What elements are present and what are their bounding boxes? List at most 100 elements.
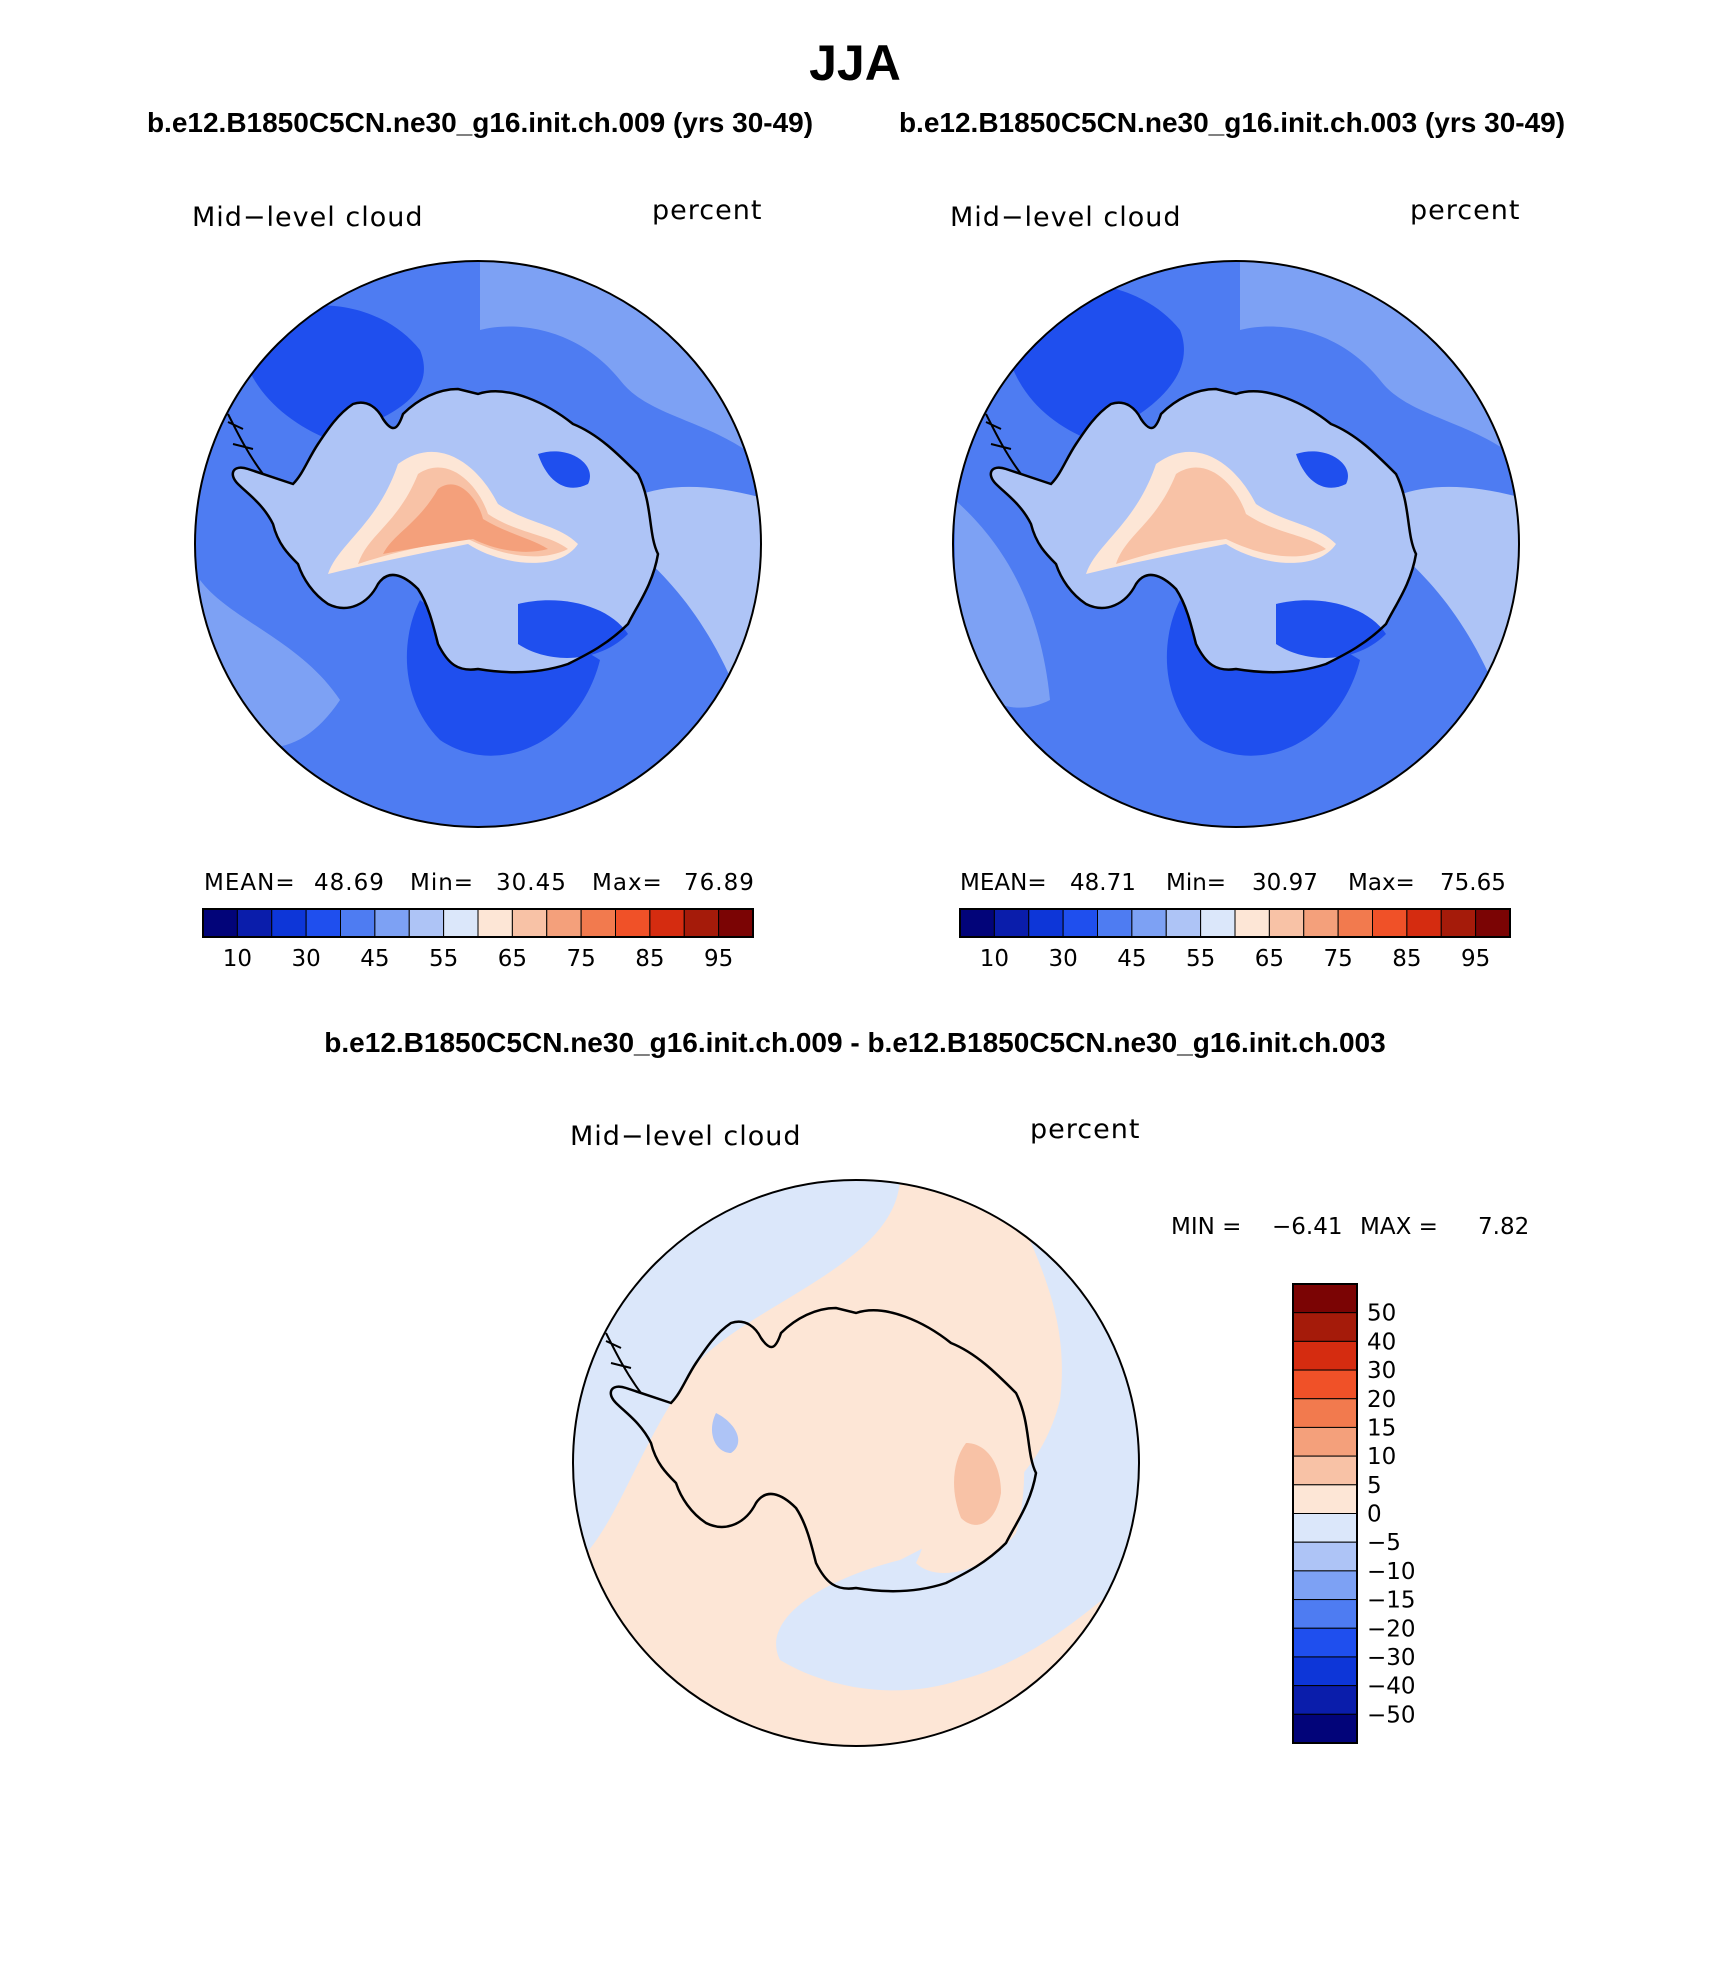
- left-colorbar: 10 30 45 55 65 75 85 95: [202, 908, 754, 972]
- right-colorbar-box: [1337, 908, 1373, 938]
- right-colorbar-box: [1475, 908, 1511, 938]
- left-colorbar-box: [683, 908, 720, 938]
- right-colorbar-tick: 75: [1323, 946, 1352, 972]
- diff-colorbar-tick: 15: [1367, 1415, 1396, 1441]
- diff-map: [573, 1180, 1139, 1746]
- right-units-label: percent: [1410, 195, 1520, 226]
- diff-colorbar-box: [1292, 1398, 1358, 1428]
- diff-colorbar-box: [1292, 1713, 1358, 1744]
- left-colorbar-tick: 45: [360, 946, 389, 972]
- diff-min-value: −6.41: [1272, 1214, 1342, 1240]
- diff-colorbar-tick: −40: [1367, 1674, 1416, 1700]
- diff-colorbar-box: [1292, 1340, 1358, 1371]
- left-colorbar-tick: 85: [635, 946, 664, 972]
- diff-colorbar-box: [1292, 1627, 1358, 1658]
- diff-colorbar-tick: −5: [1367, 1530, 1401, 1556]
- left-colorbar-border: [202, 908, 754, 938]
- right-case-title: b.e12.B1850C5CN.ne30_g16.init.ch.003 (yr…: [899, 107, 1565, 138]
- right-colorbar-box: [1097, 908, 1133, 938]
- left-colorbar-box: [511, 908, 548, 938]
- diff-colorbar-tick: −50: [1367, 1702, 1416, 1728]
- left-colorbar-box: [305, 908, 341, 938]
- figure-title: JJA: [809, 35, 901, 91]
- right-min-label: Min=: [1166, 870, 1226, 896]
- right-mean-label: MEAN=: [960, 870, 1047, 896]
- left-colorbar-tick: 55: [429, 946, 458, 972]
- right-colorbar-tick: 95: [1461, 946, 1490, 972]
- left-min-value: 30.45: [496, 870, 567, 896]
- right-map: [953, 261, 1519, 827]
- right-colorbar-box: [1028, 908, 1064, 938]
- left-panel: Mid−level cloud percent MEAN= 48.69: [192, 195, 762, 972]
- diff-colorbar-box: [1292, 1685, 1358, 1715]
- left-case-title: b.e12.B1850C5CN.ne30_g16.init.ch.009 (yr…: [147, 107, 813, 138]
- diff-colorbar-tick: −10: [1367, 1559, 1416, 1585]
- diff-max-label: MAX =: [1360, 1214, 1438, 1240]
- diff-colorbar-tick: −15: [1367, 1588, 1416, 1614]
- left-colorbar-tick: 10: [223, 946, 252, 972]
- right-min-value: 30.97: [1252, 870, 1318, 896]
- diff-colorbar-tick: −30: [1367, 1645, 1416, 1671]
- diff-colorbar-box: [1292, 1513, 1358, 1543]
- left-colorbar-box: [615, 908, 651, 938]
- left-stats: MEAN= 48.69 Min= 30.45 Max= 76.89: [204, 870, 755, 896]
- left-colorbar-box: [340, 908, 376, 938]
- left-colorbar-tick: 65: [498, 946, 527, 972]
- right-colorbar-box: [1303, 908, 1339, 938]
- right-map-border: [952, 260, 1520, 828]
- left-colorbar-box: [202, 908, 238, 938]
- diff-colorbar-tick: 10: [1367, 1444, 1396, 1470]
- right-colorbar-box: [1268, 908, 1305, 938]
- left-colorbar-box: [580, 908, 616, 938]
- right-colorbar-tick: 45: [1117, 946, 1146, 972]
- diff-colorbar-tick: 20: [1367, 1387, 1396, 1413]
- diff-colorbar-box: [1292, 1656, 1358, 1687]
- right-colorbar-box: [1165, 908, 1202, 938]
- diff-units-label: percent: [1030, 1114, 1140, 1145]
- left-colorbar-tick: 95: [704, 946, 733, 972]
- right-colorbar-box: [1200, 908, 1236, 938]
- right-colorbar: 10 30 45 55 65 75 85 95: [959, 908, 1511, 972]
- left-max-value: 76.89: [684, 870, 755, 896]
- diff-map-border: [572, 1179, 1140, 1747]
- diff-colorbar-box: [1292, 1484, 1358, 1514]
- left-variable-label: Mid−level cloud: [192, 202, 423, 233]
- right-colorbar-box: [1234, 908, 1270, 938]
- diff-colorbar-box: [1292, 1426, 1358, 1457]
- left-colorbar-box: [546, 908, 582, 938]
- diff-colorbar-border: [1292, 1283, 1358, 1744]
- left-colorbar-box: [408, 908, 445, 938]
- right-colorbar-box: [1372, 908, 1408, 938]
- right-colorbar-tick: 30: [1048, 946, 1077, 972]
- right-colorbar-box: [1406, 908, 1442, 938]
- right-colorbar-tick: 85: [1392, 946, 1421, 972]
- diff-colorbar-box: [1292, 1283, 1358, 1314]
- left-min-label: Min=: [410, 870, 474, 896]
- right-colorbar-box: [959, 908, 995, 938]
- right-max-value: 75.65: [1440, 870, 1506, 896]
- diff-colorbar-tick: 30: [1367, 1358, 1396, 1384]
- right-colorbar-box: [993, 908, 1030, 938]
- right-colorbar-tick: 65: [1255, 946, 1284, 972]
- left-colorbar-box: [443, 908, 479, 938]
- diff-colorbar-box: [1292, 1570, 1358, 1601]
- left-colorbar-box: [649, 908, 685, 938]
- diff-colorbar-tick: −20: [1367, 1616, 1416, 1642]
- left-colorbar-box: [271, 908, 307, 938]
- right-variable-label: Mid−level cloud: [950, 202, 1181, 233]
- left-colorbar-box: [236, 908, 273, 938]
- diff-max-value: 7.82: [1478, 1214, 1529, 1240]
- diff-min-label: MIN =: [1171, 1214, 1241, 1240]
- right-max-label: Max=: [1348, 870, 1415, 896]
- left-colorbar-box: [477, 908, 513, 938]
- right-colorbar-box: [1131, 908, 1167, 938]
- diff-colorbar-box: [1292, 1312, 1358, 1342]
- diff-title: b.e12.B1850C5CN.ne30_g16.init.ch.009 - b…: [324, 1027, 1385, 1058]
- diff-variable-label: Mid−level cloud: [570, 1121, 801, 1152]
- right-colorbar-border: [959, 908, 1511, 938]
- left-mean-value: 48.69: [314, 870, 385, 896]
- diff-colorbar-tick: 50: [1367, 1301, 1396, 1327]
- left-mean-label: MEAN=: [204, 870, 296, 896]
